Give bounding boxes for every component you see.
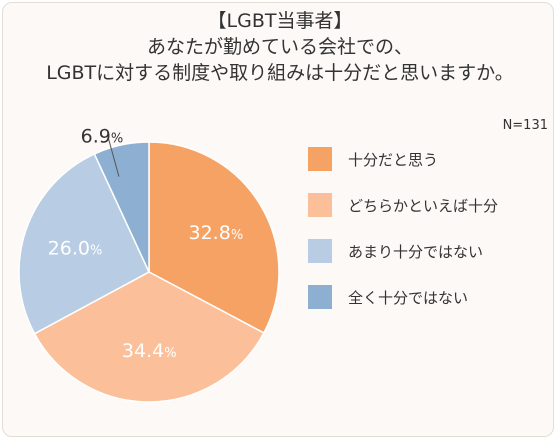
legend-item-mattaku: 全く十分ではない <box>308 285 548 309</box>
legend-swatch <box>308 239 332 263</box>
chart-title-line1: 【LGBT当事者】 <box>207 10 353 32</box>
label-leader-line <box>108 138 120 177</box>
pie-value-label: 32.8% <box>189 222 244 244</box>
legend-label: あまり十分ではない <box>348 243 484 261</box>
pie-value-label: 34.4% <box>122 340 177 362</box>
pie-value-label: 26.0% <box>48 237 103 259</box>
pie-slice-amari <box>18 153 150 335</box>
legend-swatch <box>308 285 332 309</box>
pie-slice-mattaku <box>93 141 150 273</box>
pie-slice-juubun <box>148 141 280 334</box>
pie-slice-dochiraka <box>33 271 265 403</box>
legend-swatch <box>308 193 332 217</box>
pie-value-label: 6.9% <box>81 125 124 147</box>
legend-swatch <box>308 147 332 171</box>
sample-size-label: N=131 <box>502 118 548 133</box>
legend-item-juubun: 十分だと思う <box>308 147 548 171</box>
legend-label: 全く十分ではない <box>348 289 469 307</box>
legend-label: 十分だと思う <box>348 151 439 169</box>
legend-item-amari: あまり十分ではない <box>308 239 548 263</box>
chart-title-line2: あなたが勤めている会社での、 <box>146 36 413 58</box>
chart-title-line3: LGBTに対する制度や取り組みは十分だと思いますか。 <box>46 62 514 84</box>
legend-item-dochiraka: どちらかといえば十分 <box>308 193 548 217</box>
legend-label: どちらかといえば十分 <box>348 197 499 215</box>
